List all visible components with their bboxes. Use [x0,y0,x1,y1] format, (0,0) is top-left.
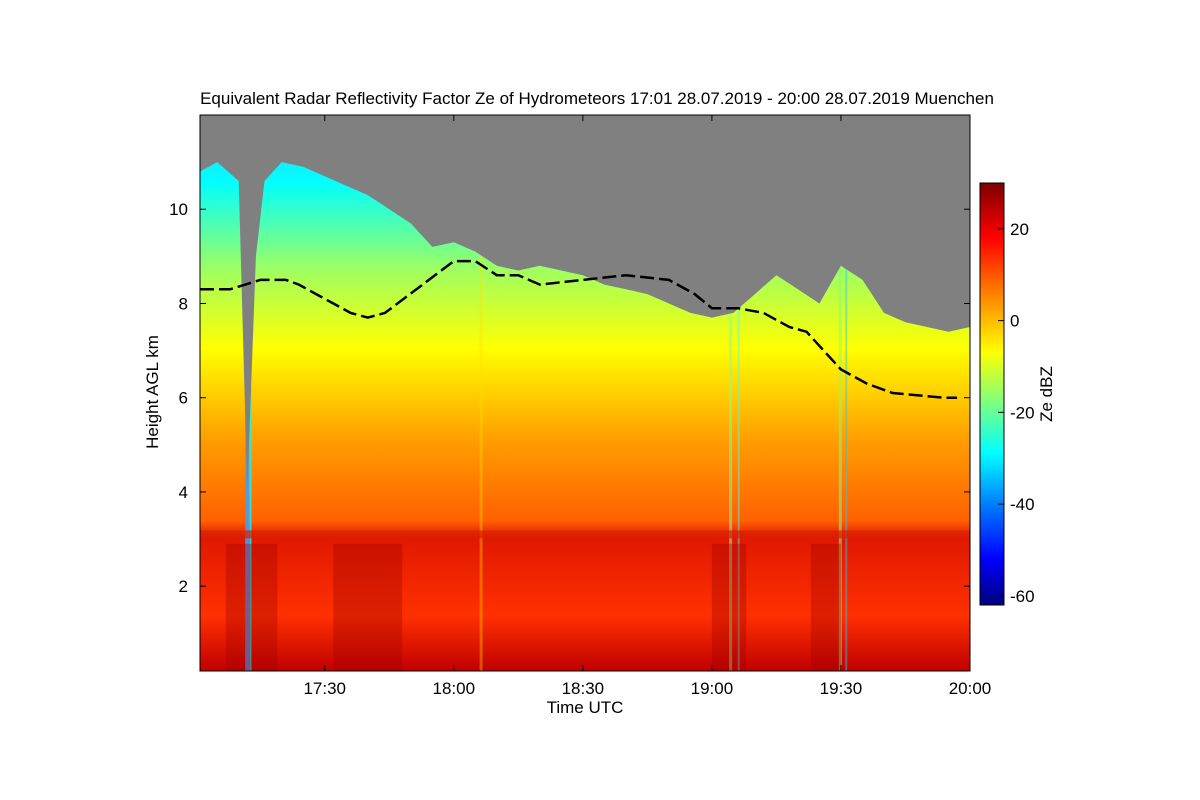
colorbar: 20 0 -20 -40 -60 Ze dBZ [979,182,1056,606]
y-axis-label: Height AGL km [143,335,162,449]
x-tick-label: 17:30 [303,679,346,698]
y-tick-label: 6 [179,389,188,408]
colorbar-tick-label: -20 [1010,403,1035,422]
y-tick-label: 2 [179,577,188,596]
fall-streak [479,162,483,671]
melting-layer-band [200,530,970,539]
x-axis: 17:30 18:00 18:30 19:00 19:30 20:00 [303,115,991,698]
fall-streak [737,162,740,671]
fall-streak [845,162,848,671]
x-tick-label: 18:30 [562,679,605,698]
y-tick-label: 8 [179,294,188,313]
rain-column [225,543,278,671]
chart-title: Equivalent Radar Reflectivity Factor Ze … [200,89,994,108]
rain-column [810,543,841,671]
plot-area [200,115,970,671]
y-tick-label: 10 [169,200,188,219]
rain-column [333,543,403,671]
colorbar-scale [979,182,1005,606]
fall-streak [249,162,252,671]
fall-streak [729,162,733,671]
rain-column [711,543,747,671]
colorbar-label: Ze dBZ [1037,366,1056,422]
colorbar-tick-label: -60 [1010,587,1035,606]
colorbar-tick-label: 20 [1010,220,1029,239]
x-tick-label: 20:00 [949,679,992,698]
x-tick-label: 19:00 [691,679,734,698]
colorbar-tick-label: -40 [1010,495,1035,514]
y-axis: 2 4 6 8 10 [169,200,970,596]
plot-frame [199,114,971,672]
x-tick-label: 18:00 [433,679,476,698]
x-tick-label: 19:30 [820,679,863,698]
y-tick-label: 4 [179,483,188,502]
cloud-top-line [200,259,958,399]
fall-streak [838,162,842,671]
x-axis-label: Time UTC [547,698,624,717]
colorbar-tick-label: 0 [1010,312,1019,331]
